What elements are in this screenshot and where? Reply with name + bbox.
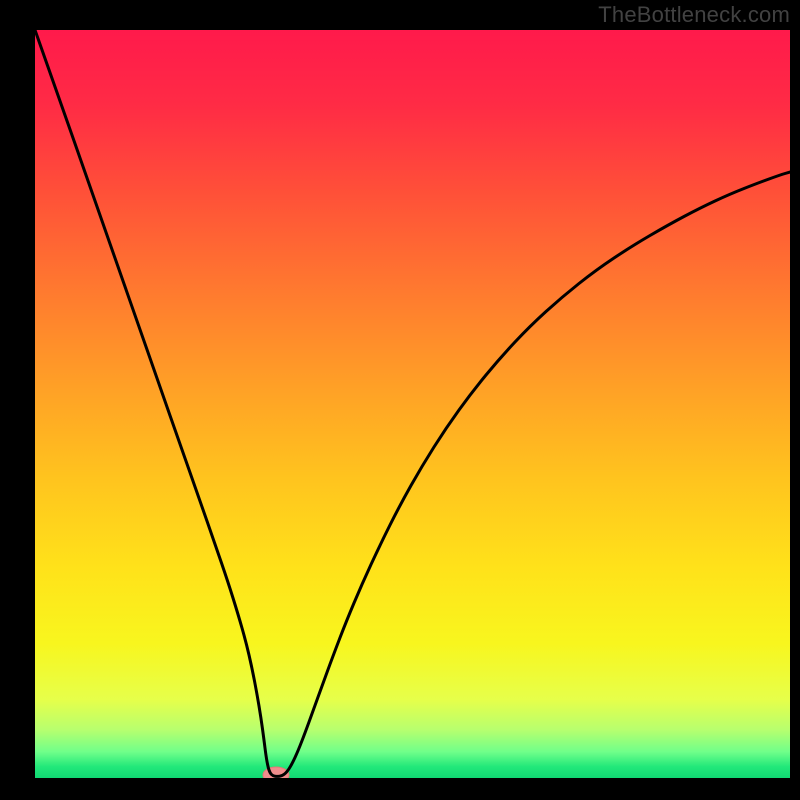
- bottleneck-curve: [35, 30, 790, 776]
- chart-frame: TheBottleneck.com: [0, 0, 800, 800]
- watermark-text: TheBottleneck.com: [598, 2, 790, 28]
- plot-area: [35, 30, 790, 778]
- curve-svg: [35, 30, 790, 778]
